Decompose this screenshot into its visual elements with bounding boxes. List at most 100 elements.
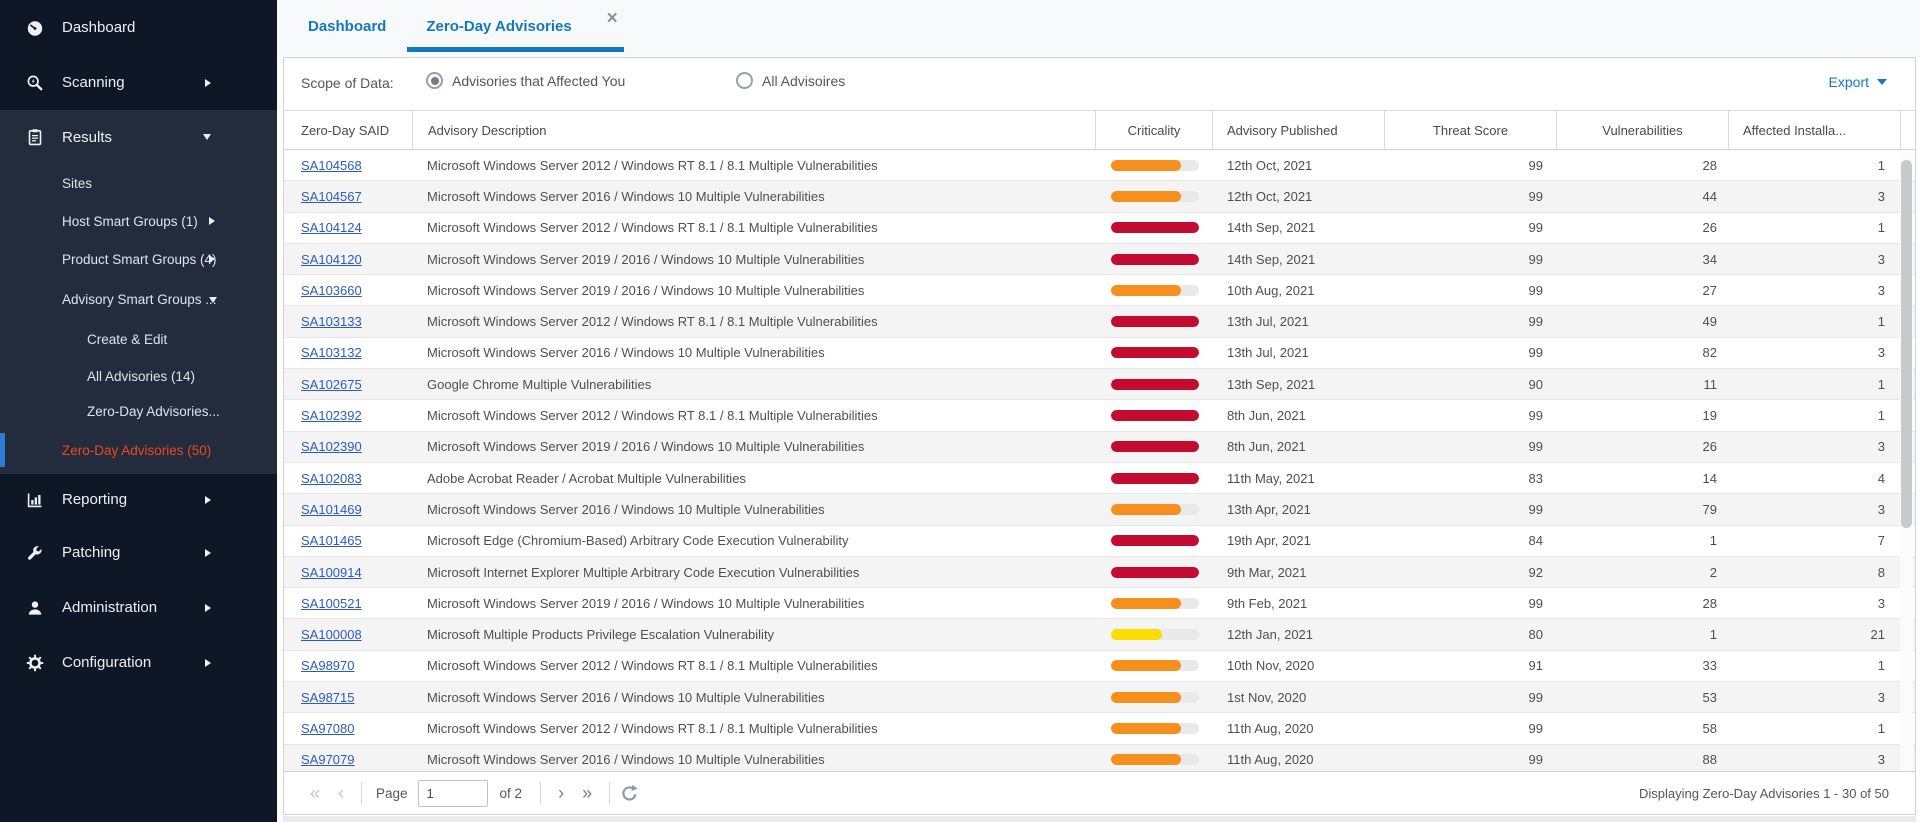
table-row[interactable]: SA102390 Microsoft Windows Server 2019 /… <box>284 431 1915 463</box>
tab-zero-day-advisories[interactable]: Zero-Day Advisories × <box>405 0 625 57</box>
threat-score-value: 99 <box>1528 157 1543 173</box>
table-row[interactable]: SA103133 Microsoft Windows Server 2012 /… <box>284 306 1915 338</box>
advisory-link[interactable]: SA104567 <box>301 188 362 204</box>
advisory-link[interactable]: SA102392 <box>301 408 362 424</box>
sidebar-item-zero-day-advisories[interactable]: Zero-Day Advisories... <box>0 395 277 428</box>
column-header-vulnerabilities[interactable]: Vulnerabilities <box>1557 111 1729 149</box>
advisory-link[interactable]: SA97080 <box>301 720 355 736</box>
advisory-link[interactable]: SA102390 <box>301 439 362 455</box>
criticality-cell <box>1096 338 1213 368</box>
sidebar-item-create-and-edit[interactable]: Create & Edit <box>0 321 277 358</box>
advisory-link[interactable]: SA103132 <box>301 345 362 361</box>
sidebar-item-advisory-smart-groups[interactable]: Advisory Smart Groups ... <box>0 278 277 321</box>
advisory-link[interactable]: SA100914 <box>301 564 362 580</box>
page-number-input[interactable] <box>417 779 488 807</box>
sidebar-item-product-smart-groups[interactable]: Product Smart Groups (4) <box>0 240 277 278</box>
table-row[interactable]: SA100521 Microsoft Windows Server 2019 /… <box>284 588 1915 620</box>
advisory-link[interactable]: SA102675 <box>301 376 362 392</box>
sidebar-item-administration[interactable]: Administration <box>0 580 277 635</box>
refresh-button[interactable] <box>620 784 639 803</box>
vulnerabilities-count: 44 <box>1702 188 1717 204</box>
radio-advisories-that-affected-you[interactable]: Advisories that Affected You <box>426 72 625 89</box>
criticality-cell <box>1096 557 1213 587</box>
radio-selected-icon[interactable] <box>426 72 443 89</box>
advisory-link[interactable]: SA97079 <box>301 752 355 768</box>
close-icon[interactable]: × <box>606 8 618 29</box>
sidebar-item-sites[interactable]: Sites <box>0 164 277 202</box>
sidebar-item-results[interactable]: Results <box>0 110 277 164</box>
column-header-advisory-description[interactable]: Advisory Description <box>413 111 1096 149</box>
vulnerabilities-count: 82 <box>1702 345 1717 361</box>
column-header-threat-score[interactable]: Threat Score <box>1385 111 1557 149</box>
advisory-link[interactable]: SA104120 <box>301 251 362 267</box>
threat-score-value: 99 <box>1528 314 1543 330</box>
vertical-scrollbar[interactable] <box>1900 152 1913 772</box>
sidebar-item-all-advisories[interactable]: All Advisories (14) <box>0 358 277 395</box>
advisory-published-date: 11th May, 2021 <box>1227 470 1315 486</box>
table-row[interactable]: SA101469 Microsoft Windows Server 2016 /… <box>284 494 1915 526</box>
sidebar-item-host-smart-groups[interactable]: Host Smart Groups (1) <box>0 202 277 240</box>
criticality-bar <box>1110 660 1199 672</box>
vulnerabilities-count: 27 <box>1702 282 1717 298</box>
sidebar-item-scanning[interactable]: Scanning <box>0 55 277 110</box>
last-page-button[interactable]: » <box>582 783 593 803</box>
sidebar-item-zero-day-advisories-50[interactable]: Zero-Day Advisories (50) <box>0 428 277 472</box>
radio-unselected-icon[interactable] <box>736 72 753 89</box>
advisory-link[interactable]: SA104568 <box>301 157 362 173</box>
prev-page-button[interactable]: ‹ <box>338 783 345 803</box>
advisory-link[interactable]: SA100008 <box>301 627 362 643</box>
advisory-link[interactable]: SA101469 <box>301 501 362 517</box>
advisory-link[interactable]: SA101465 <box>301 533 362 549</box>
advisory-link[interactable]: SA100521 <box>301 595 362 611</box>
table-row[interactable]: SA97079 Microsoft Windows Server 2016 / … <box>284 744 1915 772</box>
column-header-advisory-published[interactable]: Advisory Published <box>1213 111 1385 149</box>
threat-score-value: 80 <box>1528 627 1543 643</box>
table-row[interactable]: SA100008 Microsoft Multiple Products Pri… <box>284 619 1915 651</box>
scrollbar-thumb[interactable] <box>1901 160 1912 528</box>
table-row[interactable]: SA103660 Microsoft Windows Server 2019 /… <box>284 275 1915 307</box>
tab-label: Dashboard <box>308 18 387 35</box>
table-row[interactable]: SA98715 Microsoft Windows Server 2016 / … <box>284 682 1915 714</box>
table-row[interactable]: SA101465 Microsoft Edge (Chromium-Based)… <box>284 525 1915 557</box>
advisory-published-date: 8th Jun, 2021 <box>1227 408 1306 424</box>
table-row[interactable]: SA103132 Microsoft Windows Server 2016 /… <box>284 337 1915 370</box>
table-row[interactable]: SA104124 Microsoft Windows Server 2012 /… <box>284 212 1915 244</box>
advisory-link[interactable]: SA103133 <box>301 314 362 330</box>
table-row[interactable]: SA104120 Microsoft Windows Server 2019 /… <box>284 243 1915 276</box>
advisory-link[interactable]: SA98715 <box>301 689 355 705</box>
column-header-criticality[interactable]: Criticality <box>1096 111 1213 149</box>
threat-score-value: 92 <box>1528 564 1543 580</box>
sidebar-item-configuration[interactable]: Configuration <box>0 635 277 690</box>
table-row[interactable]: SA100914 Microsoft Internet Explorer Mul… <box>284 556 1915 589</box>
first-page-button[interactable]: « <box>310 783 321 803</box>
sidebar-item-reporting[interactable]: Reporting <box>0 474 277 525</box>
advisory-link[interactable]: SA98970 <box>301 658 355 674</box>
advisory-link[interactable]: SA103660 <box>301 282 362 298</box>
table-row[interactable]: SA102083 Adobe Acrobat Reader / Acrobat … <box>284 462 1915 495</box>
table-row[interactable]: SA104568 Microsoft Windows Server 2012 /… <box>284 150 1915 182</box>
next-page-button[interactable]: › <box>558 783 565 803</box>
sidebar-item-label: Scanning <box>62 74 125 91</box>
pager-divider <box>361 782 363 804</box>
grid-header: Zero-Day SAID Advisory Description Criti… <box>284 111 1915 150</box>
tab-dashboard[interactable]: Dashboard <box>295 0 399 57</box>
table-row[interactable]: SA97080 Microsoft Windows Server 2012 / … <box>284 713 1915 745</box>
chevron-right-icon <box>205 78 211 87</box>
sidebar-item-patching[interactable]: Patching <box>0 525 277 580</box>
criticality-bar <box>1110 410 1199 422</box>
advisory-link[interactable]: SA102083 <box>301 470 362 486</box>
radio-all-advisories[interactable]: All Advisoires <box>736 72 845 89</box>
export-button[interactable]: Export <box>1829 74 1887 90</box>
sidebar-item-label: Results <box>62 128 113 146</box>
column-header-affected-installations[interactable]: Affected Installa... <box>1729 111 1901 149</box>
clipboard-icon <box>26 128 44 146</box>
sidebar-item-dashboard[interactable]: Dashboard <box>0 0 277 55</box>
table-row[interactable]: SA102392 Microsoft Windows Server 2012 /… <box>284 400 1915 432</box>
column-header-zero-day-said[interactable]: Zero-Day SAID <box>284 111 413 149</box>
table-row[interactable]: SA102675 Google Chrome Multiple Vulnerab… <box>284 369 1915 401</box>
table-row[interactable]: SA98970 Microsoft Windows Server 2012 / … <box>284 650 1915 683</box>
table-row[interactable]: SA104567 Microsoft Windows Server 2016 /… <box>284 181 1915 213</box>
criticality-cell <box>1096 682 1213 712</box>
advisory-link[interactable]: SA104124 <box>301 220 362 236</box>
criticality-bar-fill <box>1110 190 1181 202</box>
